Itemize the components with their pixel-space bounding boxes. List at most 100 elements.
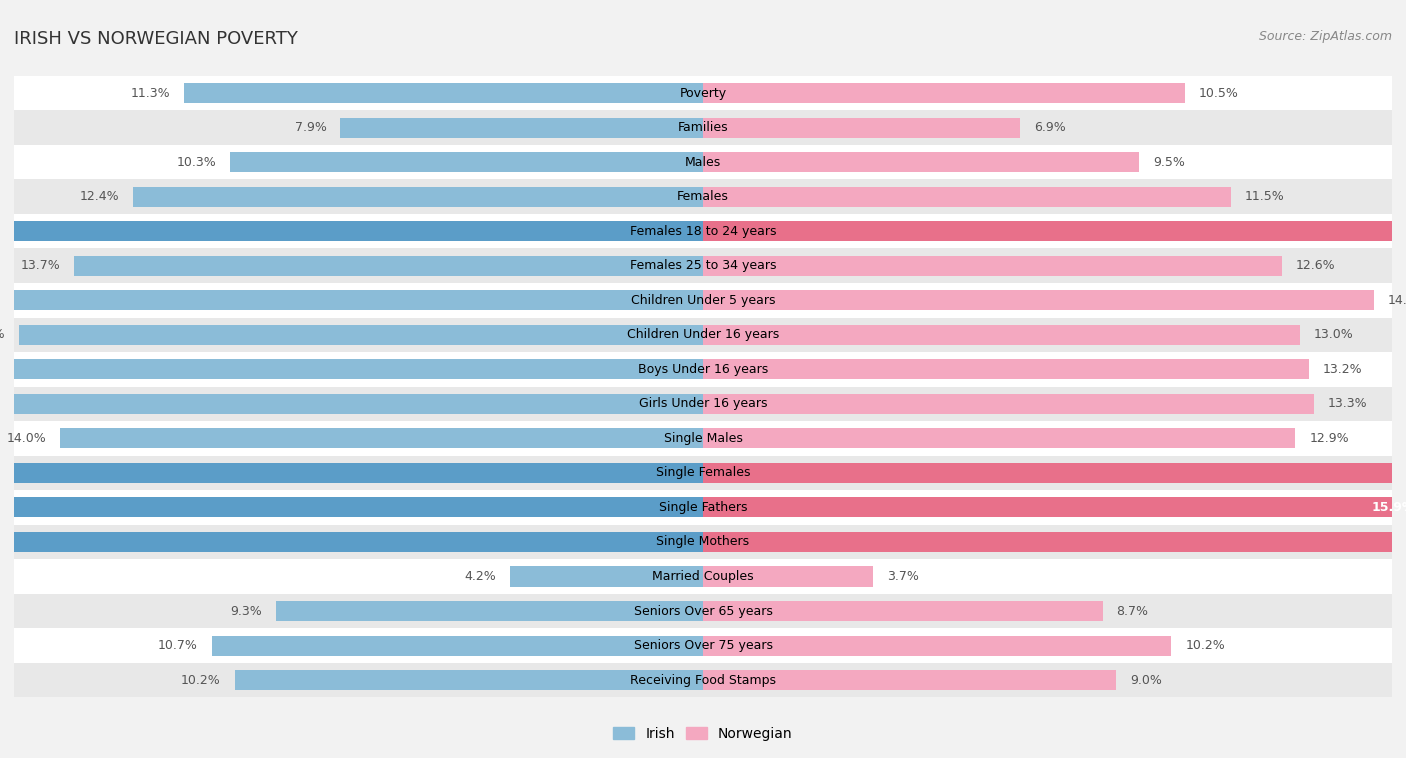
Bar [703,497,1406,518]
Bar [0,463,703,483]
Bar [235,670,703,690]
Text: 14.6%: 14.6% [1388,294,1406,307]
Bar [0,290,703,310]
Bar [703,566,873,587]
Text: 6.9%: 6.9% [1033,121,1066,134]
Bar [14,249,1392,283]
Text: Families: Families [678,121,728,134]
Bar [14,421,1392,456]
Bar [340,117,703,138]
Bar [134,186,703,207]
Text: Children Under 16 years: Children Under 16 years [627,328,779,341]
Text: 14.9%: 14.9% [0,328,4,341]
Bar [231,152,703,172]
Text: Boys Under 16 years: Boys Under 16 years [638,363,768,376]
Text: 11.5%: 11.5% [1244,190,1285,203]
Text: 13.0%: 13.0% [1313,328,1354,341]
Text: 13.3%: 13.3% [1327,397,1367,410]
Text: 12.4%: 12.4% [80,190,120,203]
Bar [703,83,1185,103]
Text: Girls Under 16 years: Girls Under 16 years [638,397,768,410]
Bar [14,145,1392,180]
Text: 12.6%: 12.6% [1295,259,1336,272]
Bar [14,559,1392,594]
Text: Females 18 to 24 years: Females 18 to 24 years [630,224,776,238]
Text: 10.2%: 10.2% [1185,639,1225,652]
Bar [703,221,1406,241]
Bar [14,318,1392,352]
Text: 7.9%: 7.9% [294,121,326,134]
Text: Source: ZipAtlas.com: Source: ZipAtlas.com [1258,30,1392,43]
Bar [14,352,1392,387]
Bar [14,283,1392,318]
Text: Poverty: Poverty [679,86,727,99]
Text: Females 25 to 34 years: Females 25 to 34 years [630,259,776,272]
Text: Single Males: Single Males [664,432,742,445]
Text: 3.7%: 3.7% [887,570,918,583]
Bar [0,394,703,414]
Bar [14,490,1392,525]
Text: 9.3%: 9.3% [231,605,262,618]
Text: Single Females: Single Females [655,466,751,479]
Text: 13.2%: 13.2% [1323,363,1362,376]
Text: Seniors Over 65 years: Seniors Over 65 years [634,605,772,618]
Text: 10.5%: 10.5% [1199,86,1239,99]
Text: 11.3%: 11.3% [131,86,170,99]
Text: Children Under 5 years: Children Under 5 years [631,294,775,307]
Bar [703,186,1232,207]
Bar [60,428,703,449]
Bar [703,428,1295,449]
Bar [276,601,703,621]
Text: 10.3%: 10.3% [176,155,217,168]
Bar [18,324,703,345]
Text: 15.9%: 15.9% [1371,501,1406,514]
Text: IRISH VS NORWEGIAN POVERTY: IRISH VS NORWEGIAN POVERTY [14,30,298,49]
Text: 13.7%: 13.7% [20,259,60,272]
Text: Single Mothers: Single Mothers [657,535,749,549]
Bar [703,463,1406,483]
Bar [703,255,1282,276]
Text: 14.0%: 14.0% [7,432,46,445]
Bar [4,359,703,379]
Bar [0,497,703,518]
Bar [0,532,703,552]
Bar [14,387,1392,421]
Text: 9.5%: 9.5% [1153,155,1185,168]
Bar [14,662,1392,697]
Bar [703,532,1406,552]
Text: Married Couples: Married Couples [652,570,754,583]
Bar [703,635,1171,656]
Bar [703,290,1374,310]
Bar [184,83,703,103]
Text: 12.9%: 12.9% [1309,432,1348,445]
Legend: Irish, Norwegian: Irish, Norwegian [607,722,799,747]
Text: Seniors Over 75 years: Seniors Over 75 years [634,639,772,652]
Bar [703,152,1139,172]
Bar [703,324,1301,345]
Bar [14,111,1392,145]
Bar [211,635,703,656]
Text: 4.2%: 4.2% [464,570,496,583]
Bar [510,566,703,587]
Bar [703,394,1313,414]
Text: Males: Males [685,155,721,168]
Bar [14,594,1392,628]
Text: 8.7%: 8.7% [1116,605,1149,618]
Bar [14,628,1392,662]
Bar [14,180,1392,214]
Bar [14,76,1392,111]
Text: Receiving Food Stamps: Receiving Food Stamps [630,674,776,687]
Bar [14,456,1392,490]
Text: 10.2%: 10.2% [181,674,221,687]
Bar [73,255,703,276]
Text: Single Fathers: Single Fathers [659,501,747,514]
Bar [14,214,1392,249]
Bar [703,670,1116,690]
Text: 10.7%: 10.7% [157,639,198,652]
Bar [703,117,1019,138]
Text: 9.0%: 9.0% [1130,674,1161,687]
Text: Females: Females [678,190,728,203]
Bar [14,525,1392,559]
Bar [703,601,1102,621]
Bar [703,359,1309,379]
